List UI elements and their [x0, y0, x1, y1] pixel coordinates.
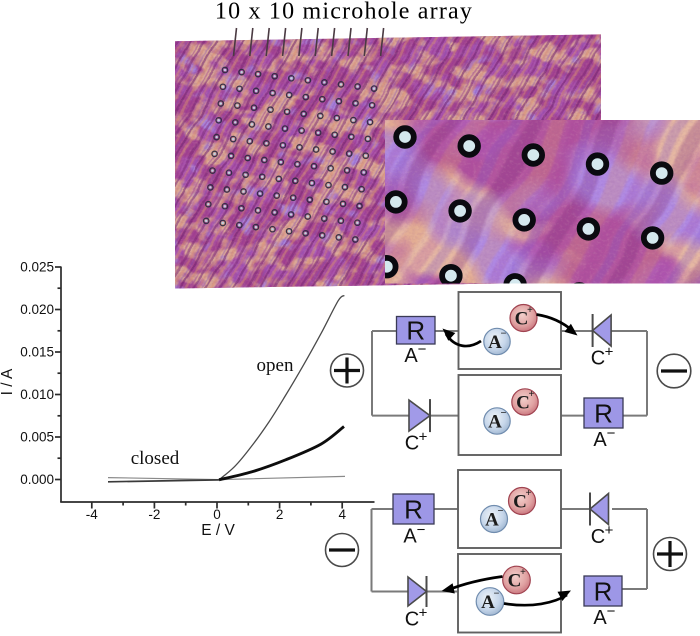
- svg-text:A: A: [485, 510, 499, 531]
- svg-text:+: +: [605, 522, 614, 539]
- svg-text:A: A: [403, 526, 417, 548]
- svg-text:−: −: [418, 341, 427, 358]
- svg-text:0.000: 0.000: [20, 472, 54, 487]
- svg-text:C: C: [405, 609, 419, 631]
- svg-text:C: C: [516, 393, 530, 414]
- svg-text:E / V: E / V: [201, 522, 235, 539]
- svg-text:C: C: [405, 433, 419, 455]
- svg-text:R: R: [594, 398, 613, 428]
- svg-text:+: +: [419, 429, 428, 446]
- svg-text:4: 4: [338, 507, 346, 522]
- svg-text:+: +: [526, 488, 532, 499]
- svg-text:open: open: [257, 355, 294, 376]
- svg-text:A: A: [481, 592, 495, 613]
- svg-text:0.005: 0.005: [20, 430, 54, 445]
- svg-text:+: +: [520, 567, 526, 578]
- svg-text:0.025: 0.025: [20, 260, 54, 275]
- svg-text:−: −: [607, 425, 616, 442]
- svg-text:-2: -2: [148, 507, 160, 522]
- svg-text:A: A: [593, 607, 607, 629]
- svg-text:A: A: [488, 332, 502, 353]
- svg-text:A: A: [404, 345, 418, 367]
- svg-text:C: C: [591, 526, 605, 548]
- svg-text:R: R: [594, 576, 613, 606]
- svg-text:closed: closed: [131, 448, 180, 469]
- svg-text:C: C: [591, 348, 605, 370]
- svg-text:0.020: 0.020: [20, 302, 54, 317]
- svg-text:−: −: [607, 603, 616, 620]
- svg-text:-4: -4: [86, 507, 98, 522]
- svg-text:−: −: [501, 329, 507, 340]
- svg-text:10 x 10 microhole array: 10 x 10 microhole array: [215, 0, 473, 25]
- svg-text:C: C: [513, 492, 527, 513]
- svg-text:−: −: [417, 522, 426, 539]
- svg-text:C: C: [508, 571, 522, 592]
- svg-text:A: A: [488, 412, 502, 433]
- svg-text:2: 2: [276, 507, 284, 522]
- svg-text:I / A: I / A: [0, 368, 16, 395]
- svg-text:+: +: [605, 344, 614, 361]
- svg-text:−: −: [501, 408, 507, 419]
- svg-text:0.015: 0.015: [20, 345, 54, 360]
- svg-text:−: −: [498, 506, 504, 517]
- svg-text:+: +: [527, 305, 533, 316]
- svg-text:0: 0: [213, 507, 221, 522]
- svg-text:+: +: [529, 389, 535, 400]
- svg-text:A: A: [593, 429, 607, 451]
- svg-text:R: R: [404, 494, 423, 524]
- svg-text:0.010: 0.010: [20, 387, 54, 402]
- svg-text:+: +: [419, 605, 428, 622]
- svg-text:R: R: [406, 316, 425, 346]
- svg-text:C: C: [515, 309, 529, 330]
- svg-text:−: −: [494, 589, 500, 600]
